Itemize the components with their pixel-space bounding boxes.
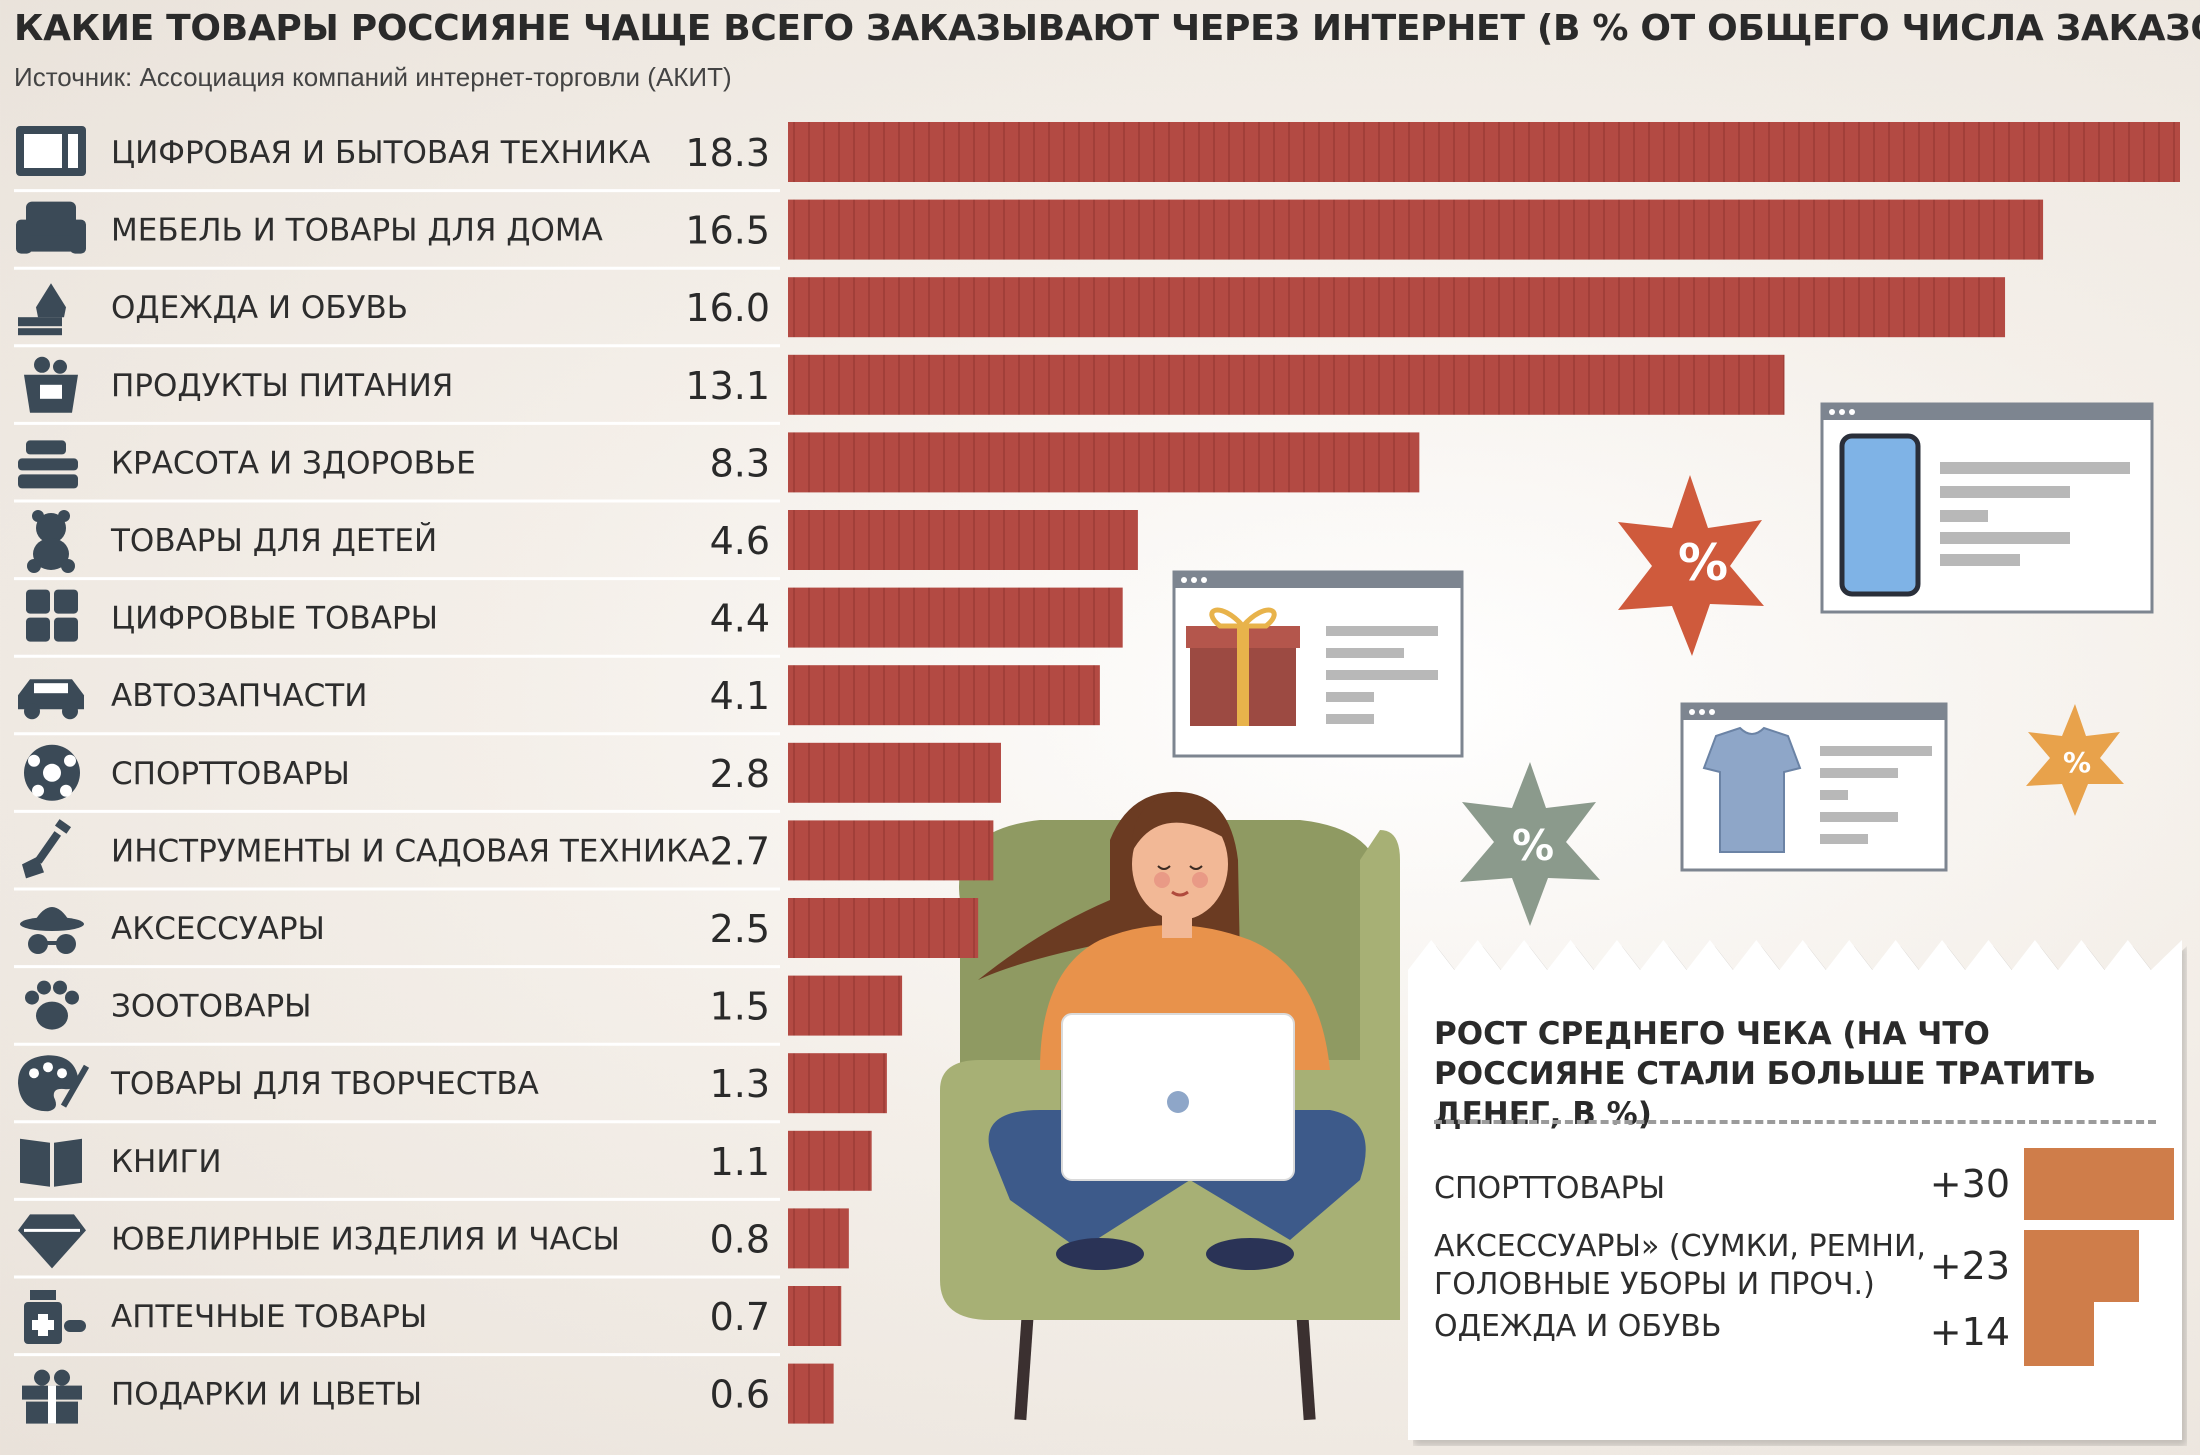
source-note: Источник: Ассоциация компаний интернет-т…	[14, 62, 732, 92]
value-label: 4.6	[710, 519, 770, 563]
bar	[788, 277, 2006, 338]
sale-percent-sign: %	[1678, 534, 1728, 592]
shovel-icon	[22, 819, 72, 879]
category-label: АКСЕССУАРЫ	[111, 911, 325, 947]
bar	[788, 975, 903, 1036]
tshirt-window-illustration	[1680, 702, 1948, 872]
growth-bar	[2024, 1294, 2094, 1366]
bar	[788, 898, 979, 958]
category-label: СПОРТТОВАРЫ	[111, 756, 350, 792]
value-label: 8.3	[710, 441, 770, 485]
value-label: 16.0	[685, 286, 770, 330]
sale-star-orange: %	[2026, 704, 2124, 816]
value-label: 1.5	[710, 985, 770, 1029]
app-grid-icon	[26, 589, 78, 642]
cosmetics-icon	[18, 440, 78, 489]
inset-title: РОСТ СРЕДНЕГО ЧЕКА (НА ЧТО РОССИЯНЕ СТАЛ…	[1434, 1016, 2097, 1132]
diamond-icon	[18, 1214, 86, 1269]
category-label: ИНСТРУМЕНТЫ И САДОВАЯ ТЕХНИКА	[111, 833, 709, 869]
category-label: АПТЕЧНЫЕ ТОВАРЫ	[111, 1299, 427, 1335]
category-label: АВТОЗАПЧАСТИ	[111, 678, 367, 714]
value-label: 1.3	[710, 1062, 770, 1106]
category-label: МЕБЕЛЬ И ТОВАРЫ ДЛЯ ДОМА	[111, 213, 603, 249]
category-label: ЦИФРОВАЯ И БЫТОВАЯ ТЕХНИКА	[111, 135, 650, 171]
gift-icon	[22, 1369, 82, 1424]
value-label: 2.8	[710, 752, 770, 796]
clothes-icon	[18, 283, 66, 336]
inset-divider	[1434, 1120, 2156, 1124]
growth-label: СПОРТТОВАРЫ	[1434, 1171, 1666, 1206]
category-label: КНИГИ	[111, 1144, 222, 1180]
book-icon	[20, 1138, 82, 1187]
growth-inset-panel: РОСТ СРЕДНЕГО ЧЕКА (НА ЧТО РОССИЯНЕ СТАЛ…	[1408, 940, 2182, 1440]
bar	[788, 665, 1100, 726]
growth-label: АКСЕССУАРЫ» (СУМКИ, РЕМНИ, ГОЛОВНЫЕ УБОР…	[1434, 1229, 1926, 1302]
growth-value: +30	[1929, 1162, 2010, 1206]
category-label: ЮВЕЛИРНЫЕ ИЗДЕЛИЯ И ЧАСЫ	[111, 1221, 620, 1257]
value-label: 18.3	[685, 131, 770, 175]
value-label: 4.1	[710, 674, 770, 718]
grocery-basket-icon	[24, 356, 78, 413]
bar	[788, 1053, 887, 1114]
bar	[788, 1208, 849, 1269]
sale-star-gray: %	[1460, 762, 1600, 926]
phone-window-illustration	[1820, 402, 2154, 614]
category-label: ТОВАРЫ ДЛЯ ДЕТЕЙ	[110, 523, 437, 559]
microwave-icon	[16, 126, 86, 176]
category-label: ТОВАРЫ ДЛЯ ТВОРЧЕСТВА	[110, 1066, 539, 1102]
bar	[788, 1363, 834, 1424]
growth-value: +23	[1929, 1244, 2010, 1288]
decorative-illustration: % % %	[940, 402, 2154, 1421]
teddy-bear-icon	[27, 510, 75, 573]
woman-in-armchair-illustration	[940, 791, 1400, 1421]
growth-bar	[2024, 1148, 2174, 1220]
category-label: ЗООТОВАРЫ	[111, 989, 312, 1025]
bar	[788, 1130, 872, 1191]
soccer-ball-icon	[24, 744, 80, 801]
value-label: 2.7	[710, 829, 770, 873]
value-label: 13.1	[685, 364, 770, 408]
value-label: 0.6	[710, 1373, 770, 1417]
value-label: 2.5	[710, 907, 770, 951]
palette-icon	[18, 1055, 90, 1112]
category-label: ПРОДУКТЫ ПИТАНИЯ	[111, 368, 453, 404]
armchair-icon	[16, 201, 86, 254]
bars-group: ЦИФРОВАЯ И БЫТОВАЯ ТЕХНИКА 18.3 МЕБЕЛЬ И Т…	[14, 122, 2180, 1424]
sale-percent-sign: %	[1512, 821, 1554, 870]
value-label: 0.7	[710, 1295, 770, 1339]
growth-value: +14	[1929, 1310, 2010, 1354]
hat-glasses-icon	[20, 907, 84, 954]
medicine-icon	[24, 1290, 86, 1344]
bar	[788, 122, 2180, 182]
bar	[788, 432, 1420, 493]
category-label: ПОДАРКИ И ЦВЕТЫ	[111, 1377, 422, 1413]
bar	[788, 354, 1785, 415]
growth-label: ОДЕЖДА И ОБУВЬ	[1434, 1309, 1722, 1344]
value-label: 1.1	[710, 1140, 770, 1184]
bar	[788, 587, 1123, 648]
gift-window-illustration	[1172, 570, 1464, 758]
bar	[788, 820, 994, 881]
value-label: 4.4	[710, 597, 770, 641]
bar	[788, 742, 1001, 803]
value-label: 0.8	[710, 1217, 770, 1261]
sale-star-red: %	[1618, 475, 1764, 656]
category-label: КРАСОТА И ЗДОРОВЬЕ	[111, 445, 476, 481]
value-label: 16.5	[685, 209, 770, 253]
bar	[788, 1286, 842, 1346]
paw-icon	[25, 980, 79, 1030]
category-label: ЦИФРОВЫЕ ТОВАРЫ	[111, 601, 438, 637]
growth-bar	[2024, 1230, 2139, 1302]
car-icon	[18, 679, 84, 720]
bar	[788, 510, 1138, 570]
sale-percent-sign: %	[2063, 746, 2091, 779]
page-title: КАКИЕ ТОВАРЫ РОССИЯНЕ ЧАЩЕ ВСЕГО ЗАКАЗЫВ…	[14, 8, 2200, 49]
category-label: ОДЕЖДА И ОБУВЬ	[111, 290, 408, 326]
bar	[788, 199, 2044, 260]
